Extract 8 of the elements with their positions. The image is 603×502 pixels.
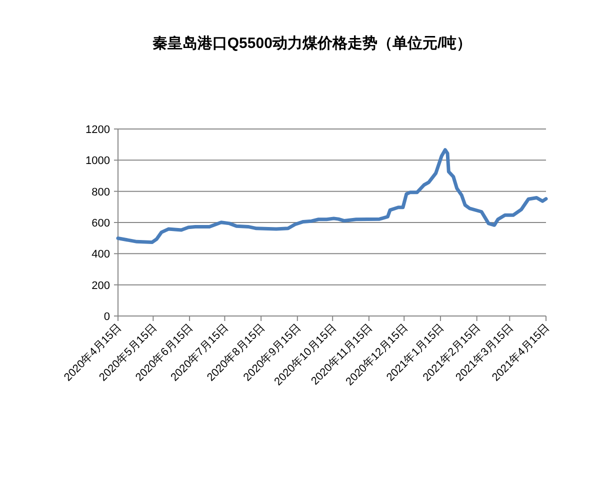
y-tick-label: 800 (92, 186, 110, 198)
y-tick-label: 200 (92, 280, 110, 292)
y-tick-label: 400 (92, 248, 110, 261)
y-tick-label: 600 (92, 218, 110, 230)
y-tick-label: 0 (104, 311, 110, 323)
y-tick-label: 1000 (86, 155, 110, 168)
y-tick-label: 1200 (86, 124, 110, 136)
chart-title: 秦皇岛港口Q5500动力煤价格走势（单位元/吨） (152, 35, 472, 52)
